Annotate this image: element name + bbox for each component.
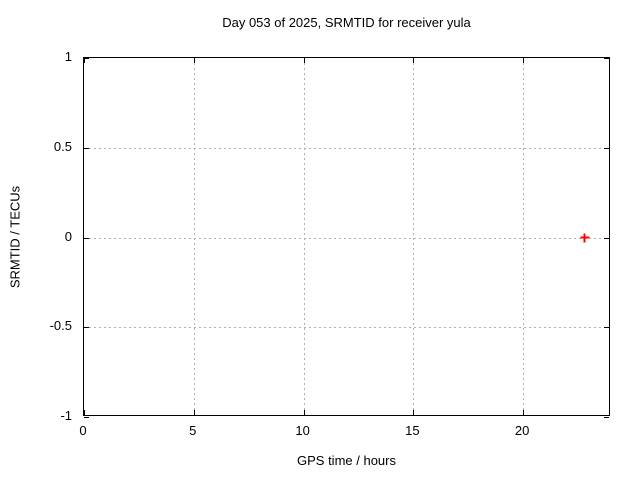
y-tick-label: 1 — [64, 49, 72, 64]
h-gridline — [84, 147, 609, 149]
y-tick-label: -0.5 — [49, 318, 72, 334]
v-gridline — [303, 58, 305, 415]
y-tick-left — [84, 237, 89, 239]
y-axis-label: SRMTID / TECUs — [7, 185, 23, 289]
y-tick-right — [604, 417, 609, 418]
x-tick-label: 10 — [295, 423, 310, 438]
y-tick-label: 0.5 — [53, 138, 72, 154]
data-point-marker — [580, 233, 590, 242]
y-tick-right — [604, 327, 609, 329]
x-tick-top — [303, 58, 305, 63]
y-tick-right — [604, 58, 609, 59]
x-tick-bottom — [84, 410, 85, 415]
x-tick-bottom — [303, 410, 305, 415]
y-tick-left — [84, 327, 89, 329]
x-tick-bottom — [413, 410, 415, 415]
v-gridline — [523, 58, 525, 415]
x-tick-label: 20 — [514, 423, 530, 438]
h-gridline — [84, 327, 609, 329]
v-gridline — [193, 58, 195, 415]
x-tick-label: 5 — [189, 423, 197, 438]
h-gridline — [84, 237, 609, 239]
x-tick-label: 0 — [79, 423, 87, 438]
x-tick-top — [523, 58, 525, 63]
y-tick-left — [84, 147, 89, 149]
x-axis-label: GPS time / hours — [297, 453, 396, 468]
y-tick-left — [84, 417, 89, 418]
marker-bar-vertical — [583, 233, 586, 242]
x-tick-top — [193, 58, 195, 63]
v-gridline — [413, 58, 415, 415]
x-tick-label: 15 — [405, 423, 420, 438]
plot-area — [83, 57, 610, 418]
y-tick-label: 0 — [64, 228, 72, 244]
y-tick-label: -1 — [60, 408, 72, 423]
x-tick-bottom — [193, 410, 195, 415]
y-tick-right — [604, 147, 609, 149]
y-tick-right — [604, 237, 609, 239]
x-tick-top — [413, 58, 415, 63]
x-tick-bottom — [523, 410, 525, 415]
chart-title: Day 053 of 2025, SRMTID for receiver yul… — [222, 15, 471, 30]
x-tick-top — [84, 58, 85, 63]
y-tick-left — [84, 58, 89, 59]
